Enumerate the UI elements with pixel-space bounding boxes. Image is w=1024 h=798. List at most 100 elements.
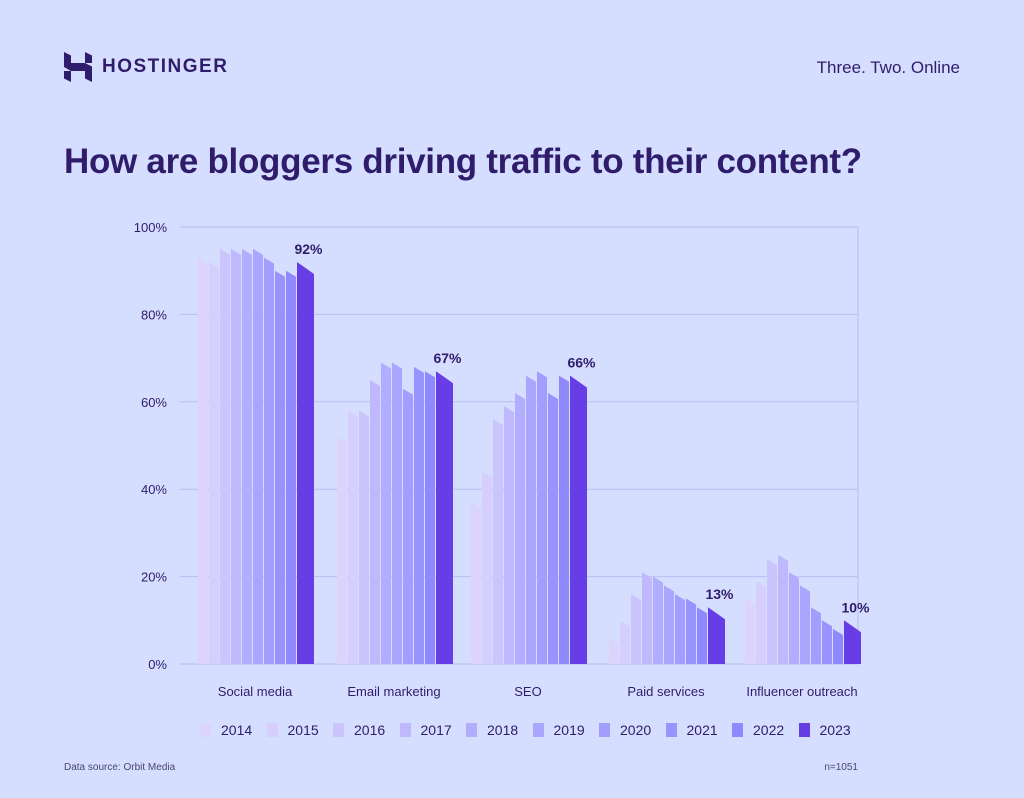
data-source: Data source: Orbit Media [64,762,176,773]
data-label: 92% [294,241,323,257]
bar-2017 [504,406,514,664]
bar-2017 [778,554,788,664]
bar-2021 [414,366,424,664]
bar-2014 [471,502,481,664]
legend-item-2020: 2020 [599,722,666,738]
legend-swatch [200,723,211,737]
bar-2023 [570,375,587,664]
bar-2016 [359,410,369,664]
data-label: 66% [567,355,596,371]
bar-2020 [811,607,821,664]
bar-2015 [756,580,766,664]
y-tick-label: 60% [141,395,167,410]
legend-label: 2017 [420,722,452,738]
bar-2021 [822,620,832,664]
data-label: 10% [841,599,870,615]
legend-item-2021: 2021 [665,722,733,738]
bar-2018 [381,362,391,664]
y-tick-label: 80% [141,307,167,322]
bar-2018 [653,576,663,664]
bar-2020 [403,388,413,664]
bar-2016 [493,419,503,664]
legend-label: 2019 [553,722,585,738]
legend-swatch [266,723,278,737]
bar-2015 [348,410,358,664]
legend-swatch [665,723,677,737]
bar-2018 [242,248,252,664]
x-tick-label: Paid services [627,684,705,699]
bar-2019 [526,375,536,664]
bar-2014 [337,436,347,664]
page-title: How are bloggers driving traffic to thei… [64,142,862,181]
x-tick-label: Email marketing [347,684,440,699]
legend-swatch [466,723,477,737]
legend-item-2018: 2018 [466,722,533,738]
legend-label: 2018 [487,722,519,738]
bar-2014 [609,637,619,664]
bar-2021 [686,598,696,664]
bar-2014 [745,598,755,664]
bar-2022 [833,629,843,664]
legend-label: 2022 [753,722,785,738]
legend-label: 2023 [819,722,851,738]
data-label: 13% [705,586,734,602]
y-tick-label: 100% [134,220,168,235]
y-tick-label: 0% [148,657,167,672]
bar-2022 [286,270,296,664]
bar-2018 [515,393,525,664]
x-tick-label: Social media [218,684,293,699]
bar-2017 [642,572,652,664]
bar-2020 [264,257,274,664]
bar-2022 [559,375,569,664]
bar-2015 [209,261,219,664]
sample-size: n=1051 [824,762,858,773]
brand-name: HOSTINGER [102,56,229,77]
legend-item-2017: 2017 [399,722,467,738]
bar-2019 [664,585,674,664]
legend-label: 2020 [620,722,652,738]
legend-label: 2021 [686,722,718,738]
legend-label: 2016 [354,722,386,738]
legend-label: 2014 [221,722,253,738]
bar-2021 [275,270,285,664]
bar-2023 [708,607,725,664]
legend-item-2016: 2016 [333,722,400,738]
legend-swatch [798,723,810,737]
bar-2020 [675,594,685,664]
bar-2016 [220,248,230,664]
legend: 2014 2015 2016 2017 2018 2019 2020 2021 2022 2023 [200,722,865,738]
legend-swatch [532,723,544,737]
legend-item-2022: 2022 [732,722,799,738]
x-tick-label: Influencer outreach [746,684,857,699]
legend-swatch [732,723,743,737]
hostinger-h-icon [64,52,92,82]
tagline: Three. Two. Online [816,58,960,77]
legend-item-2019: 2019 [532,722,600,738]
bar-2022 [697,607,707,664]
bar-2019 [800,585,810,664]
bar-2023 [297,261,314,664]
data-label: 67% [433,350,462,366]
bar-2017 [231,248,241,664]
bar-2023 [436,371,453,664]
legend-label: 2015 [287,722,319,738]
bar-2016 [767,559,777,664]
legend-item-2014: 2014 [200,722,267,738]
bar-2017 [370,379,380,664]
bar-2021 [548,393,558,664]
bar-2015 [620,620,630,664]
bar-2023 [844,620,861,664]
legend-swatch [399,723,411,737]
bar-2015 [482,471,492,664]
bar-2019 [392,362,402,664]
legend-item-2015: 2015 [266,722,334,738]
y-tick-label: 40% [141,482,167,497]
bar-2014 [198,257,208,664]
bar-2020 [537,371,547,664]
legend-item-2023: 2023 [798,722,866,738]
x-tick-label: SEO [514,684,541,699]
hostinger-logo: HOSTINGER [64,52,228,82]
bar-2018 [789,572,799,664]
bar-2016 [631,594,641,664]
